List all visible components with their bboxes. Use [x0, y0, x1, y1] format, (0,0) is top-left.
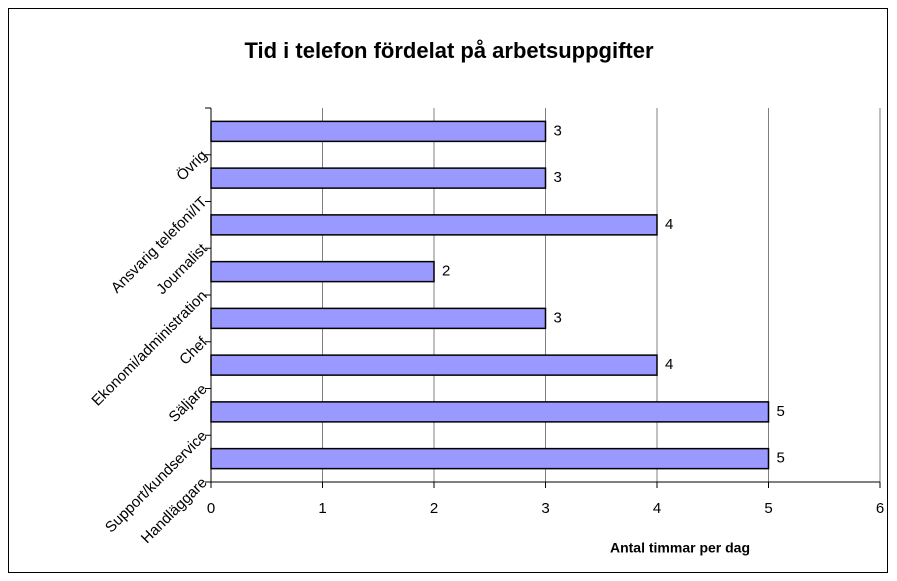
value-label: 4 — [665, 356, 673, 373]
chart-title: Tid i telefon fördelat på arbetsuppgifte… — [244, 38, 654, 63]
value-label: 5 — [777, 403, 785, 420]
x-axis-title: Antal timmar per dag — [610, 540, 750, 556]
x-tick-label: 5 — [764, 500, 772, 517]
bar — [210, 307, 547, 330]
bar — [210, 214, 658, 236]
bar — [210, 167, 547, 189]
bar — [210, 447, 770, 470]
value-label: 2 — [442, 263, 450, 280]
bar — [210, 354, 658, 376]
value-label: 5 — [777, 450, 785, 467]
x-tick-label: 3 — [541, 500, 549, 517]
bar — [210, 401, 770, 423]
value-label: 3 — [554, 309, 562, 326]
value-label: 3 — [554, 122, 562, 139]
x-tick-label: 0 — [207, 500, 215, 517]
bar — [210, 260, 435, 283]
bar — [210, 120, 547, 143]
x-tick-label: 6 — [876, 500, 884, 517]
x-tick-label: 1 — [318, 500, 326, 517]
value-label: 3 — [554, 169, 562, 186]
x-tick-label: 4 — [653, 500, 661, 517]
x-tick-label: 2 — [430, 500, 438, 517]
value-label: 4 — [665, 216, 673, 233]
